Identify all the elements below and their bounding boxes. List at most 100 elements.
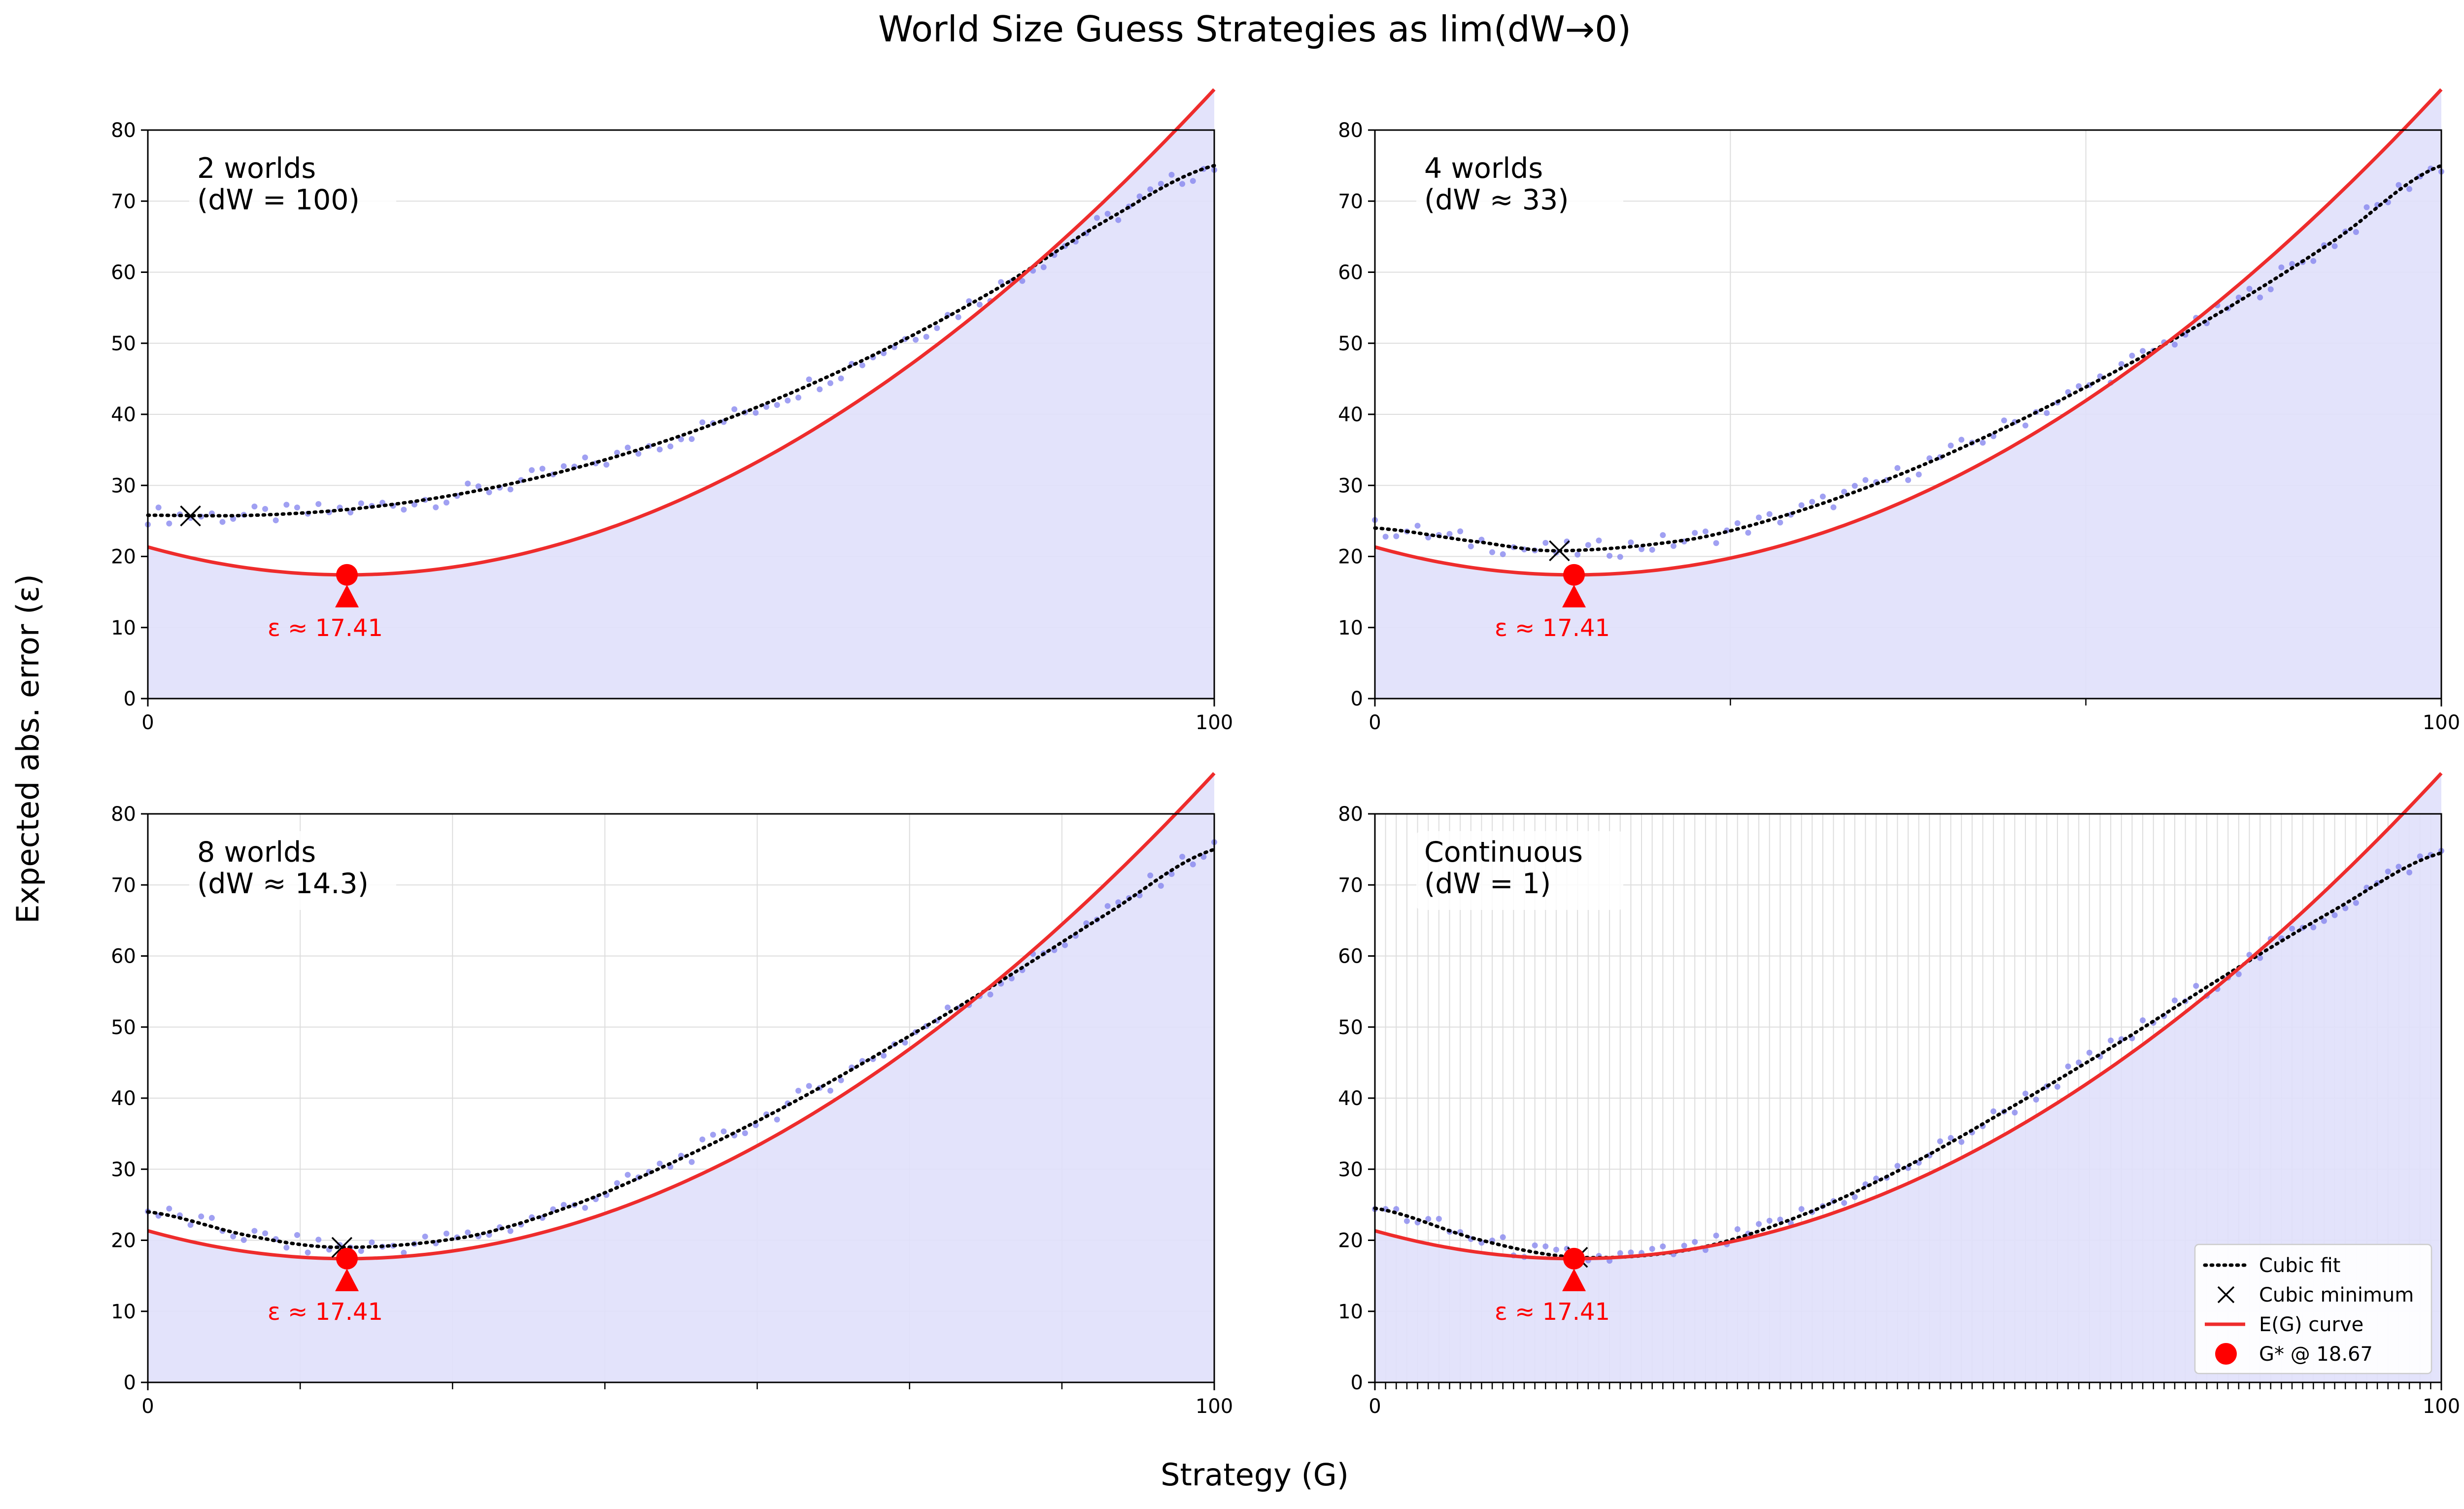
sample-point	[1500, 1234, 1506, 1241]
sample-point	[1851, 483, 1858, 489]
sample-point	[1136, 193, 1143, 200]
sample-point	[2278, 264, 2285, 270]
legend: Cubic fit Cubic minimum E(G) curve G* @ 18.…	[2194, 1243, 2432, 1375]
y-tick-label: 70	[1338, 190, 1363, 213]
sample-point	[1168, 171, 1175, 178]
g-star-marker	[1563, 1247, 1585, 1270]
epsilon-label: ε ≈ 17.41	[1495, 1298, 1610, 1326]
sample-point	[1574, 551, 1581, 558]
sample-point	[539, 466, 546, 472]
sample-point	[976, 302, 983, 308]
panel-title-line: 8 worlds	[197, 836, 316, 869]
sample-point	[1115, 899, 1122, 905]
x-tick-label: 0	[141, 711, 154, 734]
sample-point	[1147, 186, 1154, 193]
sample-point	[742, 1130, 748, 1137]
sample-point	[2129, 352, 2135, 359]
sample-point	[1628, 539, 1634, 545]
sample-point	[2321, 918, 2327, 924]
sample-point	[475, 483, 481, 490]
sample-point	[2289, 261, 2295, 267]
sample-point	[283, 1244, 290, 1251]
x-tick-label: 100	[2423, 711, 2460, 734]
sample-point	[1766, 511, 1773, 517]
sample-point	[208, 1215, 215, 1221]
x-tick-label: 0	[141, 1395, 154, 1418]
sample-point	[688, 436, 695, 442]
eg-curve	[147, 772, 1216, 1261]
sample-point	[614, 449, 620, 456]
sample-point	[1436, 1215, 1442, 1222]
sample-point	[465, 480, 471, 487]
x-tick-label: 100	[2423, 1395, 2460, 1418]
sample-point	[1734, 1226, 1741, 1232]
y-tick-label: 80	[1338, 119, 1363, 142]
sample-point	[486, 489, 492, 496]
x-tick-label: 0	[1369, 1395, 1381, 1418]
sample-point	[262, 506, 269, 512]
sample-point	[1008, 975, 1015, 982]
sample-point	[1777, 519, 1783, 526]
sample-point	[923, 334, 929, 340]
sample-point	[401, 506, 407, 513]
sample-point	[1190, 178, 1196, 184]
sample-point	[1841, 489, 1848, 495]
sample-point	[603, 462, 610, 468]
sample-point	[1862, 477, 1869, 483]
sample-point	[2172, 341, 2178, 348]
sample-point	[1168, 871, 1175, 877]
g-star-arrow	[1562, 584, 1586, 607]
sample-point	[955, 314, 961, 320]
sample-point	[1649, 1246, 1655, 1252]
sample-point	[667, 443, 674, 450]
panel-title-line: (dW ≈ 33)	[1424, 184, 1569, 216]
sample-point	[2033, 1096, 2039, 1103]
g-star-arrow	[1562, 1268, 1586, 1291]
sample-point	[1660, 1243, 1666, 1250]
sample-point	[614, 1180, 620, 1186]
sample-point	[838, 375, 844, 382]
sample-point	[582, 454, 588, 461]
epsilon-label: ε ≈ 17.41	[268, 614, 383, 642]
y-tick-label: 30	[111, 1158, 136, 1181]
sample-point	[795, 394, 802, 401]
sample-point	[2022, 422, 2029, 429]
chart-panel-3: ε ≈ 17.41 0 10 20 30 40 50 60 70 80 0 100 8 worlds(d…	[111, 772, 1233, 1418]
y-tick-label: 50	[111, 1016, 136, 1039]
g-star-marker	[336, 1247, 358, 1270]
area-fill	[1375, 89, 2441, 699]
sample-point	[1851, 1194, 1858, 1200]
sample-point	[1745, 530, 1751, 536]
sample-point	[731, 406, 738, 412]
sample-point	[315, 1237, 322, 1243]
g-star-marker	[1563, 564, 1585, 586]
panel-title-line: 4 worlds	[1424, 152, 1543, 185]
sample-point	[2342, 905, 2349, 911]
sample-point	[1819, 493, 1826, 500]
sample-point	[1809, 499, 1815, 505]
sample-point	[1019, 278, 1026, 284]
sample-point	[2267, 286, 2274, 293]
sample-point	[283, 502, 290, 508]
g-star-arrow	[335, 584, 359, 607]
sample-point	[774, 1116, 780, 1123]
sample-point	[2363, 884, 2370, 891]
sample-point	[1393, 533, 1400, 539]
sample-point	[1734, 520, 1741, 526]
y-tick-label: 60	[111, 945, 136, 968]
legend-label: E(G) curve	[2259, 1313, 2363, 1336]
panel-title-box	[1416, 147, 1623, 226]
g-star-marker	[336, 564, 358, 586]
y-axis-label: Expected abs. error (ε)	[10, 574, 46, 924]
sample-point	[1179, 854, 1186, 860]
sample-point	[2385, 868, 2391, 874]
sample-point	[1040, 264, 1047, 270]
sample-point	[1841, 1200, 1848, 1206]
sample-point	[1104, 210, 1111, 217]
sample-point	[1425, 1216, 1432, 1222]
sample-point	[1990, 1108, 1997, 1114]
sample-point	[2012, 1109, 2018, 1116]
sample-point	[827, 380, 833, 386]
sample-point	[422, 1233, 428, 1240]
